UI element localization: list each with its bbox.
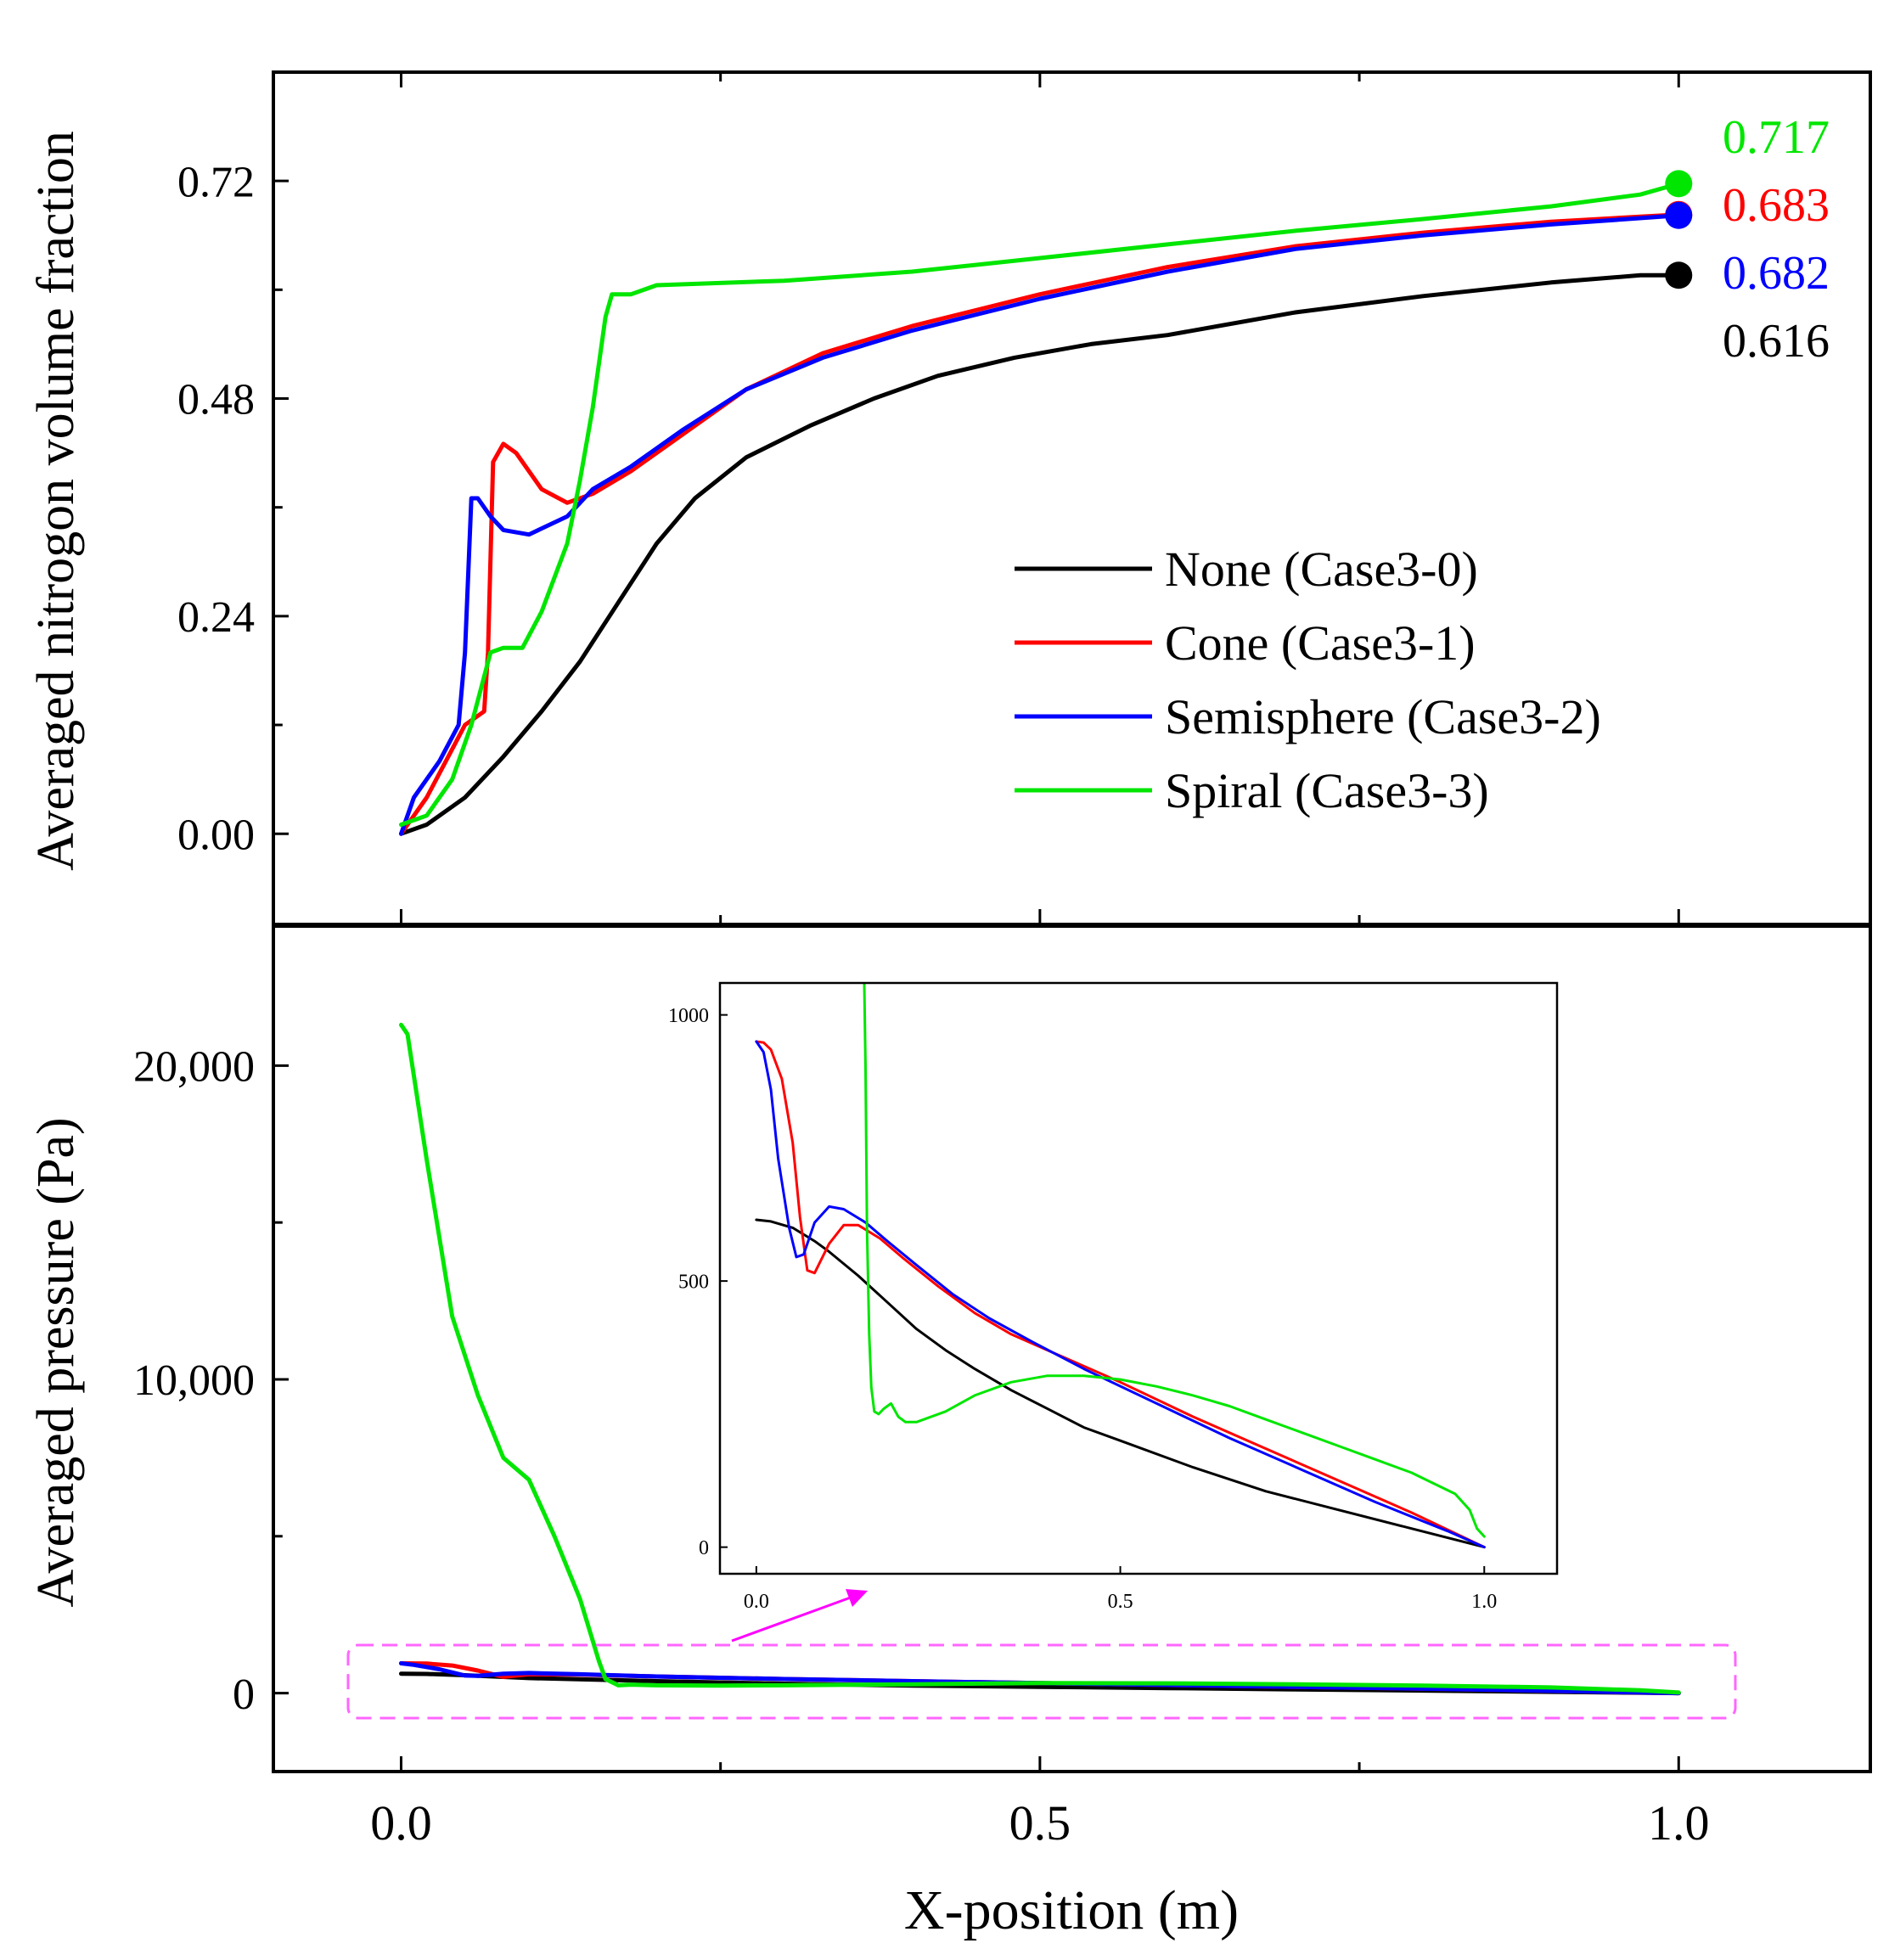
top-plot-frame [272,70,1872,928]
top-series-layer [399,181,1681,836]
top-series-semisphere-case3-2 [399,213,1681,836]
inset-series-none-case3-0 [755,1218,1486,1549]
inset-ytick-label: 1000 [668,1005,709,1027]
bottom-ytick-label: 20,000 [133,1043,255,1092]
end-value-label: 0.683 [1723,179,1830,232]
zoom-region-box [346,1643,1737,1720]
bottom-series-layer [399,1022,1681,1696]
inset-background [720,983,1557,1574]
legend-label-cone: Cone (Case3-1) [1165,615,1476,671]
inset-xtick-label: 0.0 [744,1591,769,1613]
bottom-series-semisphere-case3-2 [399,1661,1681,1696]
inset-ytick-label: 500 [678,1272,709,1294]
inset-series-cone-case3-1 [755,1040,1486,1549]
inset-ytick-label: 0 [699,1537,709,1559]
legend-label-semisphere: Semisphere (Case3-2) [1165,689,1601,744]
end-marker-semisphere-case3-2 [1665,201,1693,229]
top-ytick-label: 0.24 [177,593,255,642]
inset-series-layer [755,983,1486,1549]
panel-volume-fraction: 0.00 0.24 0.48 0.72 Averaged nitrogon volum… [27,70,1872,928]
end-value-label: 0.616 [1723,315,1830,368]
legend: None (Case3-0) Cone (Case3-1) Semisphere… [1015,542,1601,818]
top-series-cone-case3-1 [399,212,1681,836]
top-y-axis-label: Averaged nitrogon volume fraction [27,131,85,871]
panel-pressure: 0 10,000 20,000 0.0 0.5 1.0 Averaged pressur… [27,923,1872,1941]
inset-series-spiral-case3-3 [863,983,1486,1538]
end-value-label: 0.682 [1723,247,1830,300]
zoom-arrowhead [846,1589,868,1607]
bottom-ytick-label: 10,000 [133,1356,255,1405]
bottom-xtick-label: 1.0 [1648,1795,1710,1850]
inset-xticks: 0.0 0.5 1.0 [744,1566,1497,1613]
inset-series-semisphere-case3-2 [755,1040,1486,1549]
inset-xtick-label: 0.5 [1108,1591,1133,1613]
top-ytick-label: 0.72 [177,158,255,206]
end-marker-none-case3-0 [1665,261,1693,289]
end-values: 0.717 0.683 0.682 0.616 [1665,111,1830,368]
legend-label-none: None (Case3-0) [1165,542,1478,597]
x-axis-label: X-position (m) [904,1879,1239,1941]
top-series-none-case3-0 [399,272,1681,836]
top-yticks: 0.00 0.24 0.48 0.72 [177,70,289,859]
bottom-series-spiral-case3-3 [399,1022,1681,1695]
bottom-y-axis-label: Averaged pressure (Pa) [27,1117,85,1607]
top-xticks [399,72,1680,924]
top-ytick-label: 0.00 [177,811,255,859]
bottom-plot-frame [272,923,1872,1773]
legend-label-spiral: Spiral (Case3-3) [1165,763,1489,818]
bottom-xtick-label: 0.0 [370,1795,432,1850]
inset-xtick-label: 1.0 [1471,1591,1497,1613]
end-marker-spiral-case3-3 [1665,170,1693,198]
bottom-xtick-label: 0.5 [1009,1795,1071,1850]
top-ytick-label: 0.48 [177,376,255,424]
bottom-xticks: 0.0 0.5 1.0 [370,1756,1710,1850]
bottom-ytick-label: 0 [233,1671,255,1719]
inset-chart: 0 500 1000 0.0 0.5 1.0 [668,981,1559,1613]
inset-yticks: 0 500 1000 [668,1005,728,1559]
zoom-arrow [731,1593,858,1643]
top-series-spiral-case3-3 [399,181,1681,827]
bottom-yticks: 0 10,000 20,000 [133,1043,289,1719]
end-value-label: 0.717 [1723,111,1830,164]
inset-frame [718,981,1559,1575]
